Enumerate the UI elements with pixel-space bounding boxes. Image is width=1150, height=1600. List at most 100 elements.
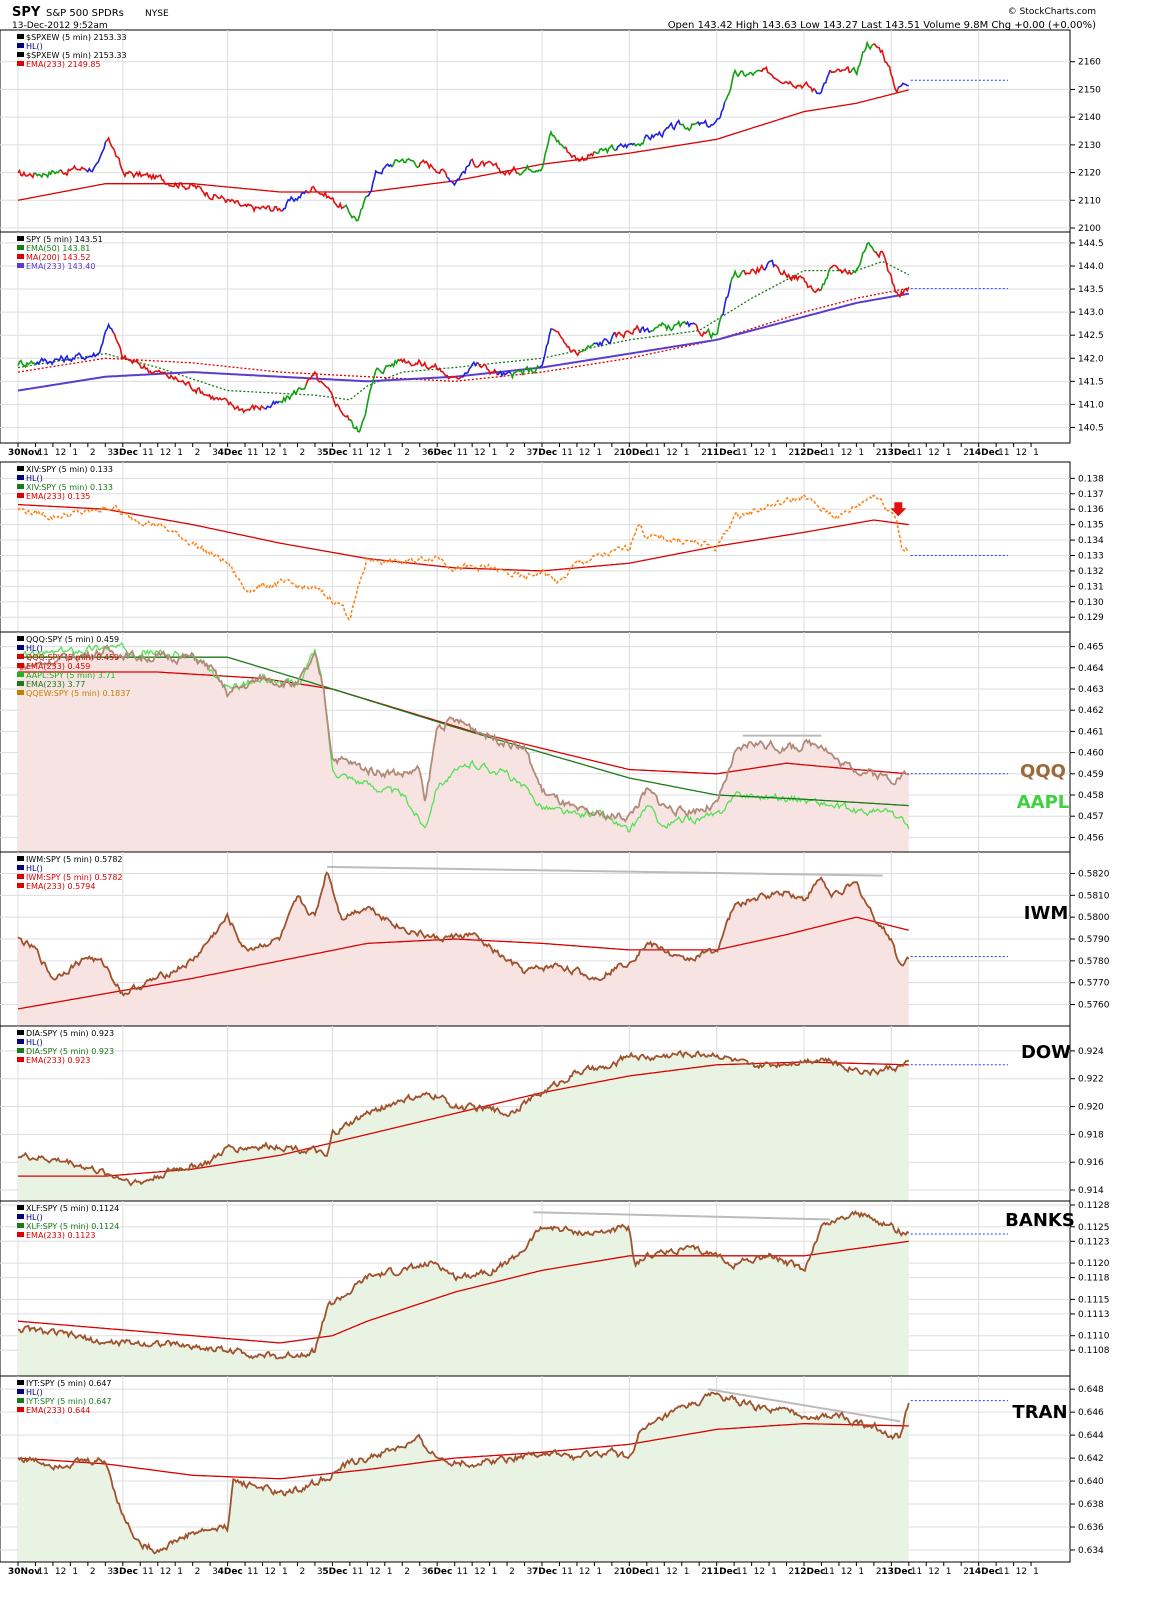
series-spy-price <box>552 328 582 357</box>
legend-entry: EMA(233) 2149.85 <box>26 60 101 69</box>
y-tick-label: 0.460 <box>1078 749 1104 759</box>
series-qqq-main <box>17 644 910 823</box>
y-tick-label: 0.1108 <box>1078 1346 1110 1356</box>
series-spxew-price <box>593 143 617 155</box>
x-tick-label: 12 <box>841 1567 852 1577</box>
callout-aapl: AAPL <box>1017 792 1070 813</box>
x-tick-label: 12 <box>928 1567 939 1577</box>
x-tick-label: 1 <box>492 448 498 458</box>
series-xiv-main <box>17 493 909 621</box>
x-tick-label: 10Dec <box>619 1567 650 1577</box>
x-tick-label: 11 <box>142 448 153 458</box>
callout-banks: BANKS <box>1005 1210 1075 1231</box>
series-iwm-main <box>17 871 910 997</box>
y-tick-label: 140.5 <box>1078 423 1104 433</box>
series-spxew-price <box>697 101 726 128</box>
y-tick-label: 142.0 <box>1078 354 1104 364</box>
x-tick-label: 6Dec <box>427 448 452 458</box>
x-tick-label: 12 <box>666 448 677 458</box>
x-tick-label: 12Dec <box>794 1567 825 1577</box>
x-tick-label: 11Dec <box>707 1567 738 1577</box>
trendline <box>327 865 883 877</box>
legend-swatch <box>17 663 24 668</box>
y-tick-label: 0.648 <box>1078 1385 1104 1395</box>
y-tick-label: 2120 <box>1078 169 1101 179</box>
legend-entry: HL() <box>26 644 43 653</box>
x-tick-label: 12 <box>474 1567 485 1577</box>
series-spy-price <box>829 264 853 276</box>
x-tick-label: 11 <box>998 448 1009 458</box>
series-spy-price <box>685 320 696 328</box>
x-tick-label: 1 <box>1033 1567 1039 1577</box>
series-spxew-price <box>814 69 831 95</box>
x-tick-label: 3Dec <box>113 448 138 458</box>
y-tick-label: 0.918 <box>1078 1130 1104 1140</box>
legend-swatch <box>17 61 24 66</box>
series-spxew-price <box>317 190 334 200</box>
panel-dia: 0.914 0.916 0.918 0.920 0.922 0.924 DIA:SPY (5… <box>0 1025 1104 1202</box>
y-tick-label: 0.1110 <box>1078 1332 1110 1342</box>
x-tick-label: 3Dec <box>113 1567 138 1577</box>
legend-swatch <box>17 1205 24 1210</box>
legend-entry: XIV:SPY (5 min) 0.133 <box>26 465 113 474</box>
x-tick-label: 1 <box>1033 448 1039 458</box>
y-tick-label: 0.5820 <box>1078 869 1110 879</box>
y-tick-label: 0.457 <box>1078 812 1104 822</box>
series-spy-price <box>694 323 708 338</box>
series-spy-price <box>888 272 910 299</box>
y-tick-label: 0.634 <box>1078 1546 1104 1556</box>
series-spxew-price <box>470 158 493 168</box>
series-spy-price <box>764 259 776 271</box>
x-tick-label: 11 <box>352 448 363 458</box>
y-tick-label: 144.0 <box>1078 262 1104 272</box>
legend-swatch <box>17 1030 24 1035</box>
x-tick-label: 2 <box>299 1567 305 1577</box>
x-tick-label: 11 <box>823 1567 834 1577</box>
series-spxew-price <box>205 191 227 204</box>
area-fill-qqq <box>18 645 909 852</box>
callout-dow: DOW <box>1021 1042 1071 1063</box>
y-tick-label: 0.129 <box>1078 613 1104 623</box>
x-tick-label: 10Dec <box>619 448 650 458</box>
y-tick-label: 0.1120 <box>1078 1259 1110 1269</box>
x-tick-label: 3 <box>107 448 113 458</box>
red-arrow-marker <box>890 502 907 517</box>
x-tick-label: 11 <box>823 448 834 458</box>
series-spxew-price <box>85 141 107 173</box>
series-spxew-price <box>33 169 62 179</box>
x-tick-label: 11 <box>998 1567 1009 1577</box>
series-xlf-1 <box>17 1240 909 1344</box>
series-spy-price <box>376 359 399 375</box>
x-tick-label: 13Dec <box>881 448 912 458</box>
y-tick-label: 0.461 <box>1078 727 1104 737</box>
series-spy-price <box>820 267 831 291</box>
y-tick-label: 0.5800 <box>1078 913 1110 923</box>
x-tick-label: 2 <box>614 448 620 458</box>
x-tick-label: 11 <box>561 1567 572 1577</box>
callout-tran: TRAN <box>1012 1402 1067 1423</box>
x-tick-label: 3 <box>422 448 428 458</box>
y-tick-label: 0.462 <box>1078 706 1104 716</box>
x-tick-label: 11 <box>911 1567 922 1577</box>
series-spxew-price <box>759 65 790 85</box>
y-tick-label: 142.5 <box>1078 331 1104 341</box>
x-tick-label: 1 <box>387 448 393 458</box>
series-dia-main <box>17 1049 910 1187</box>
legend-swatch <box>17 34 24 39</box>
y-tick-label: 0.5810 <box>1078 891 1110 901</box>
x-tick-label: 30Nov <box>8 1567 40 1577</box>
series-spxew-price <box>418 158 448 178</box>
x-tick-label: 1 <box>858 448 864 458</box>
series-spxew-price <box>872 43 900 94</box>
series-spy-price <box>279 384 307 404</box>
y-tick-label: 0.1123 <box>1078 1237 1110 1247</box>
y-tick-label: 0.463 <box>1078 685 1104 695</box>
series-spy-price <box>331 396 350 421</box>
x-tick-label: 30Nov <box>8 448 40 458</box>
x-tick-label: 12 <box>754 448 765 458</box>
series-spxew-price <box>663 118 681 132</box>
trendline <box>707 1388 901 1423</box>
x-tick-label: 2 <box>701 1567 707 1577</box>
legend-entry: EMA(233) 0.644 <box>26 1406 90 1415</box>
x-tick-label: 6Dec <box>427 1567 452 1577</box>
